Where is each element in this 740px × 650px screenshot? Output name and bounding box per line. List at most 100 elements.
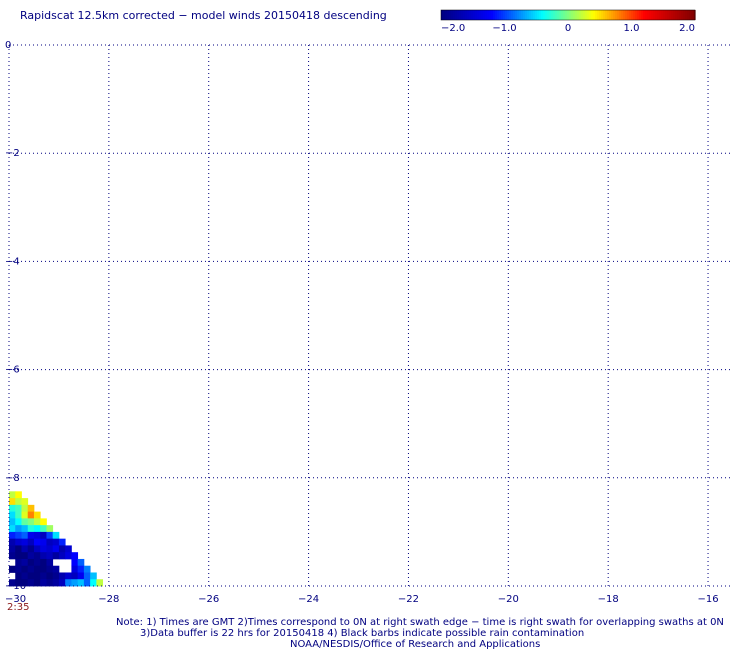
swath-cell (46, 525, 54, 533)
colorbar-segment (527, 10, 530, 20)
swath-cell (9, 565, 16, 573)
colorbar-segment (659, 10, 662, 20)
swath-cell (9, 531, 16, 540)
swath-cell (40, 518, 47, 526)
colorbar-segment (645, 10, 648, 20)
colorbar-segment (671, 10, 674, 20)
swath-cell (27, 518, 35, 526)
swath-cell (65, 545, 72, 553)
colorbar-segment (477, 10, 480, 20)
colorbar-segment (631, 10, 634, 20)
swath-cell (21, 531, 29, 540)
colorbar-segment (569, 10, 572, 20)
swath-cell (46, 565, 54, 573)
colorbar-segment (455, 10, 458, 20)
swath-cell (46, 579, 54, 587)
swath-cell (83, 579, 91, 587)
colorbar-tick-label: 1.0 (624, 23, 640, 34)
swath-cell (15, 545, 22, 553)
colorbar-segment (501, 10, 504, 20)
swath-cell (58, 545, 66, 553)
swath-cell (58, 538, 66, 546)
colorbar-segment (441, 10, 444, 20)
swath-cell (21, 572, 29, 580)
colorbar-segment (655, 10, 658, 20)
colorbar: −2.0 −1.0 0 1.0 2.0 (440, 9, 696, 34)
colorbar-segment (541, 10, 544, 20)
swath-cell (9, 504, 16, 513)
swath-cell (15, 572, 22, 580)
swath-cell (27, 531, 35, 540)
map-title: Rapidscat 12.5km corrected − model winds… (20, 9, 387, 22)
x-tick-label: −26 (198, 594, 219, 605)
colorbar-segment (623, 10, 626, 20)
colorbar-segment (471, 10, 474, 20)
swath-cell (65, 552, 72, 560)
swath-cell (27, 565, 35, 573)
colorbar-segment (589, 10, 592, 20)
colorbar-segment (459, 10, 462, 20)
swath-cell (71, 579, 79, 587)
colorbar-segment (491, 10, 494, 20)
colorbar-segment (691, 10, 694, 20)
swath-cell (33, 552, 41, 560)
colorbar-segment (505, 10, 508, 20)
colorbar-segment (465, 10, 468, 20)
colorbar-segment (687, 10, 690, 20)
swath-cell (46, 558, 54, 567)
colorbar-segment (517, 10, 520, 20)
colorbar-segment (509, 10, 512, 20)
swath-cell (27, 558, 35, 567)
colorbar-segment (685, 10, 688, 20)
y-tick-label: −8 (5, 473, 20, 484)
swath-cell (33, 525, 41, 533)
swath-cell (15, 491, 22, 499)
colorbar-segment (521, 10, 524, 20)
colorbar-segment (489, 10, 492, 20)
colorbar-segment (673, 10, 676, 20)
swath-cell (21, 565, 29, 573)
swath-cell (27, 538, 35, 546)
colorbar-segment (667, 10, 670, 20)
colorbar-segment (549, 10, 552, 20)
swath-cell (46, 545, 54, 553)
swath-cell (33, 518, 41, 526)
swath-cell (52, 538, 60, 546)
colorbar-segment (535, 10, 538, 20)
swath-cell (27, 552, 35, 560)
colorbar-segment (635, 10, 638, 20)
swath-cell (15, 558, 22, 567)
swath-cell (58, 572, 66, 580)
colorbar-segment (507, 10, 510, 20)
y-tick-label: −2 (5, 148, 20, 159)
colorbar-segment (593, 10, 596, 20)
swath-cell (52, 552, 60, 560)
x-tick-label: −30 (5, 594, 26, 605)
swath-cell (9, 525, 16, 533)
swath-cell (33, 511, 41, 519)
colorbar-segment (543, 10, 546, 20)
colorbar-segment (557, 10, 560, 20)
swath-cell (71, 558, 79, 567)
colorbar-segment (619, 10, 622, 20)
colorbar-segment (551, 10, 554, 20)
colorbar-segment (555, 10, 558, 20)
colorbar-segment (515, 10, 518, 20)
colorbar-segment (565, 10, 568, 20)
y-tick-label: −6 (5, 365, 20, 376)
swath-cell (15, 538, 22, 546)
swath-cell (27, 545, 35, 553)
swath-cell (33, 558, 41, 567)
swath-cell (27, 525, 35, 533)
swath-cell (77, 565, 85, 573)
swath-cell (71, 565, 79, 573)
colorbar-segment (617, 10, 620, 20)
swath-cell (21, 579, 29, 587)
swath-cell (15, 518, 22, 526)
colorbar-segment (497, 10, 500, 20)
colorbar-segment (537, 10, 540, 20)
colorbar-segment (693, 10, 696, 20)
colorbar-segment (633, 10, 636, 20)
colorbar-segment (447, 10, 450, 20)
